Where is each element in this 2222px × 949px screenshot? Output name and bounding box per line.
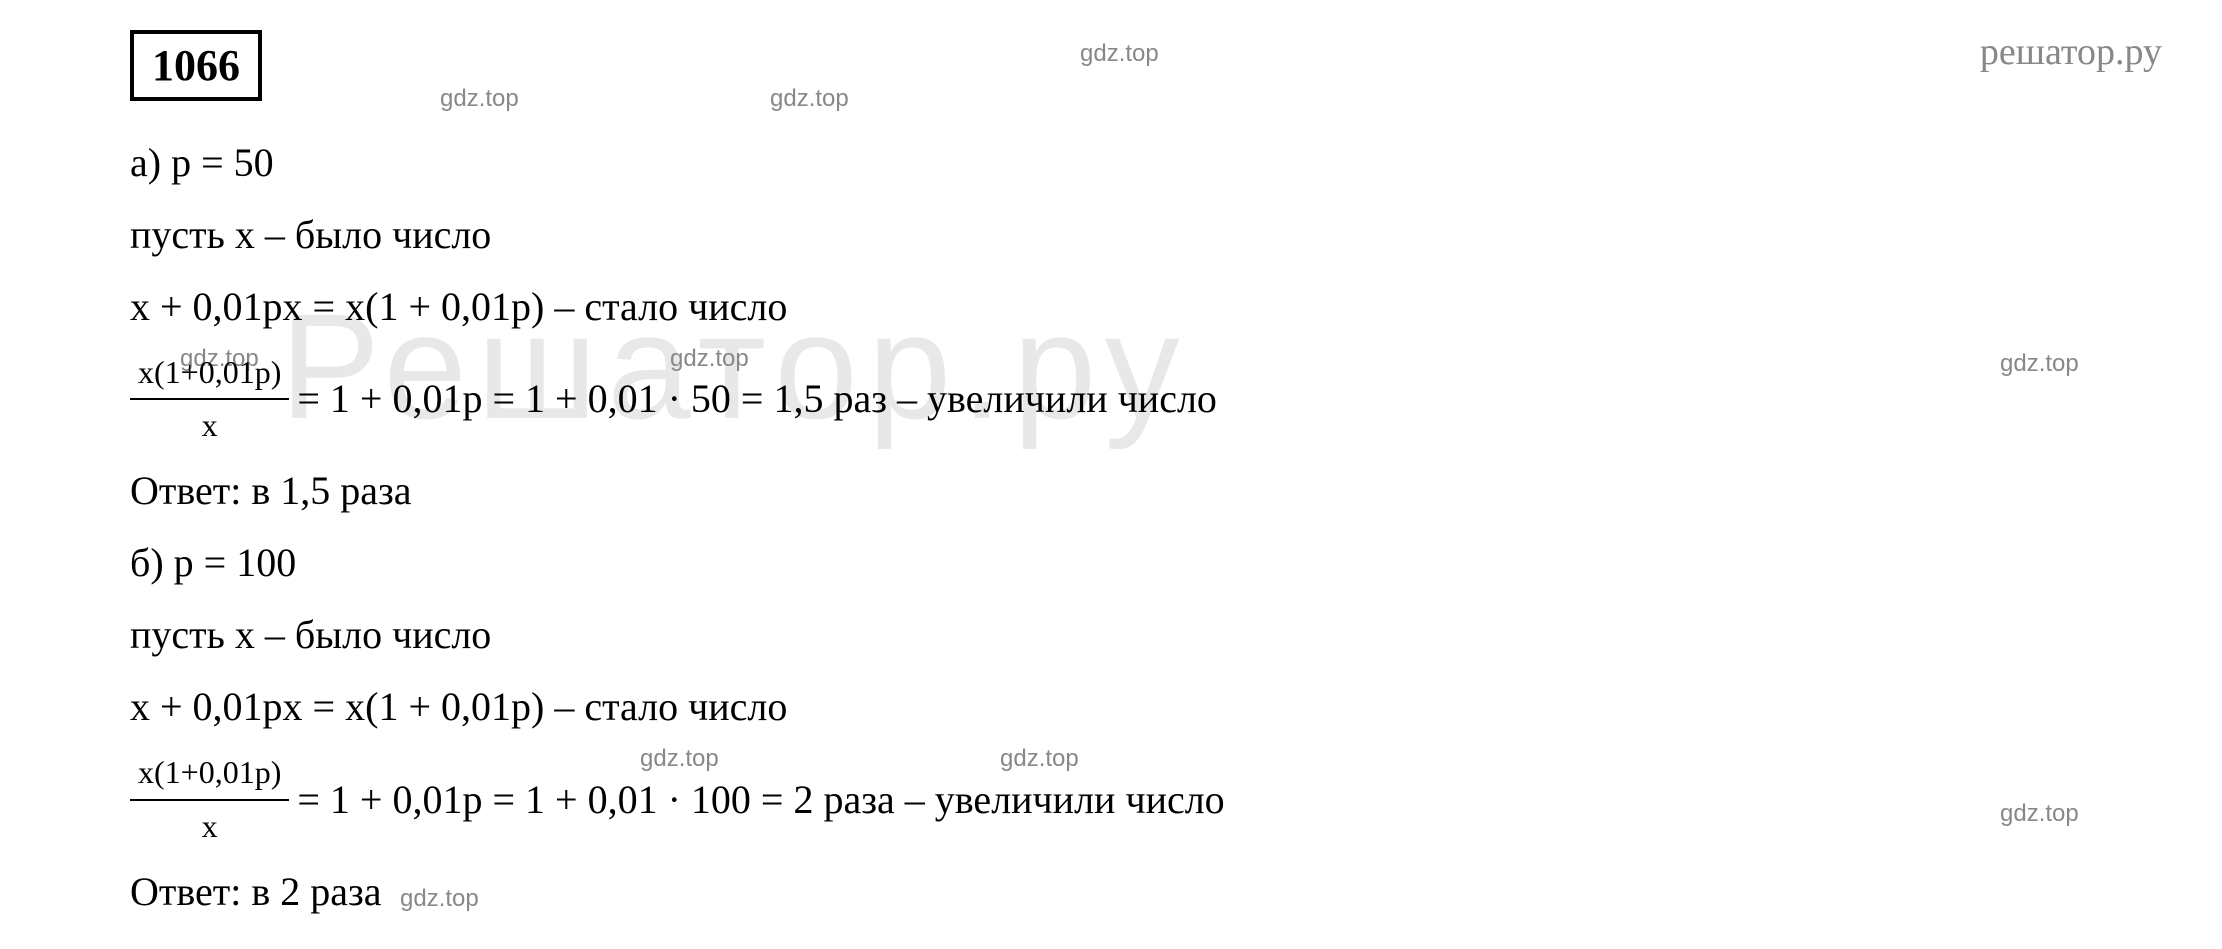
part-b-fraction: x(1+0,01p) x — [130, 747, 289, 851]
part-b-p: б) p = 100 — [130, 531, 2092, 595]
part-a-calc-text: = 1 + 0,01p = 1 + 0,01 · 50 = 1,5 раз – … — [297, 367, 1217, 431]
part-b-numerator: x(1+0,01p) — [130, 747, 289, 800]
problem-number: 1066 — [130, 30, 262, 101]
solution-content: а) p = 50 пусть x – было число x + 0,01p… — [130, 131, 2092, 924]
part-a-formula: x + 0,01px = x(1 + 0,01p) – стало число — [130, 275, 2092, 339]
part-a-answer: Ответ: в 1,5 раза — [130, 459, 2092, 523]
main-content: 1066 а) p = 50 пусть x – было число x + … — [130, 30, 2092, 924]
part-b-denominator: x — [130, 801, 289, 852]
part-a-calc-line: x(1+0,01p) x = 1 + 0,01p = 1 + 0,01 · 50… — [130, 347, 2092, 451]
part-b-calc-text: = 1 + 0,01p = 1 + 0,01 · 100 = 2 раза – … — [297, 768, 1224, 832]
part-b-answer: Ответ: в 2 раза — [130, 860, 2092, 924]
part-a-let: пусть x – было число — [130, 203, 2092, 267]
part-a-denominator: x — [130, 400, 289, 451]
part-a-p: а) p = 50 — [130, 131, 2092, 195]
part-b-calc-line: x(1+0,01p) x = 1 + 0,01p = 1 + 0,01 · 10… — [130, 747, 2092, 851]
part-a-numerator: x(1+0,01p) — [130, 347, 289, 400]
part-b-let: пусть x – было число — [130, 603, 2092, 667]
part-a-fraction: x(1+0,01p) x — [130, 347, 289, 451]
part-b-formula: x + 0,01px = x(1 + 0,01p) – стало число — [130, 675, 2092, 739]
